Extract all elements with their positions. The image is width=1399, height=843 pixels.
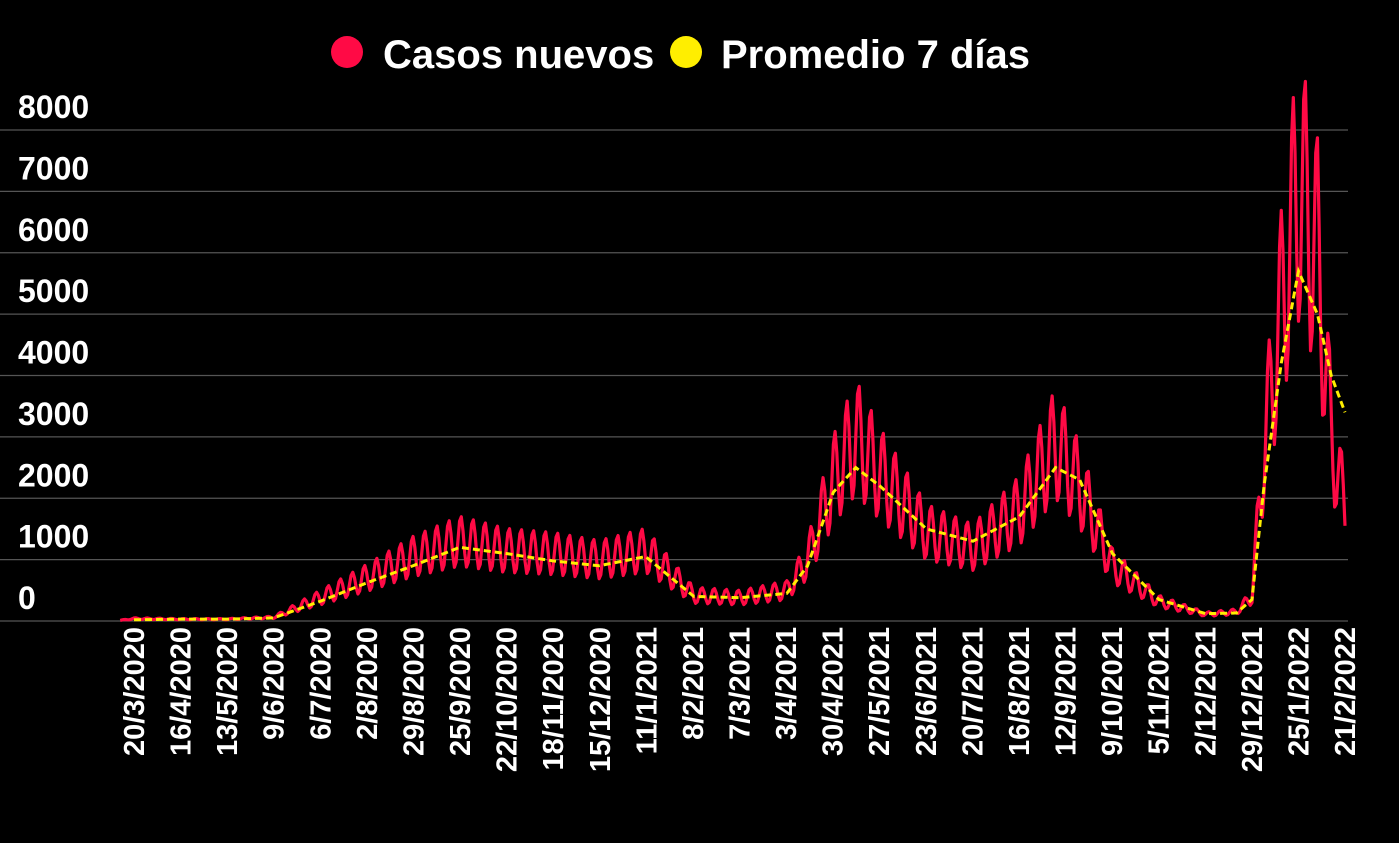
x-tick-label: 3/4/2021 (771, 627, 803, 740)
legend-label-casos-nuevos: Casos nuevos (383, 33, 654, 77)
x-tick-label: 15/12/2020 (585, 627, 617, 772)
x-tick-label: 2/12/2021 (1190, 627, 1222, 756)
x-tick-label: 11/1/2021 (631, 627, 663, 754)
x-tick-label: 29/12/2021 (1237, 627, 1269, 772)
x-tick-label: 27/5/2021 (864, 627, 896, 756)
x-tick-label: 2/8/2020 (352, 627, 384, 740)
y-tick-label: 6000 (18, 212, 89, 248)
y-tick-label: 1000 (18, 519, 89, 555)
x-tick-label: 22/10/2020 (492, 627, 524, 772)
x-tick-label: 29/8/2020 (398, 627, 430, 756)
x-tick-label: 9/10/2021 (1097, 627, 1129, 756)
x-tick-label: 20/7/2021 (957, 627, 989, 756)
y-tick-label: 5000 (18, 273, 89, 309)
x-tick-label: 30/4/2021 (818, 627, 850, 756)
y-tick-label: 3000 (18, 396, 89, 432)
plot-area (119, 79, 1347, 622)
x-tick-label: 16/4/2020 (166, 627, 198, 756)
legend-label-promedio: Promedio 7 días (721, 33, 1030, 77)
x-axis: 20/3/2020 16/4/2020 13/5/2020 9/6/2020 6/7/2… (119, 627, 1362, 772)
x-tick-label: 25/9/2020 (445, 627, 477, 756)
x-tick-label: 6/7/2020 (305, 627, 337, 740)
series-line-promedio-7-dias (133, 266, 1347, 622)
legend-marker-promedio (670, 36, 702, 68)
y-tick-label: 7000 (18, 150, 89, 186)
x-tick-label: 9/6/2020 (259, 627, 291, 740)
x-tick-label: 16/8/2021 (1004, 627, 1036, 756)
x-tick-label: 23/6/2021 (911, 627, 943, 756)
y-tick-label: 4000 (18, 335, 89, 371)
x-tick-label: 5/11/2021 (1144, 627, 1176, 754)
x-tick-label: 20/3/2020 (119, 627, 151, 756)
x-tick-label: 12/9/2021 (1051, 627, 1083, 756)
x-tick-label: 13/5/2020 (212, 627, 244, 756)
x-tick-label: 18/11/2020 (538, 627, 570, 771)
x-tick-label: 7/3/2021 (725, 627, 757, 740)
y-tick-label: 8000 (18, 89, 89, 125)
x-tick-label: 8/2/2021 (678, 627, 710, 740)
x-tick-label: 25/1/2022 (1283, 627, 1315, 756)
y-tick-label: 0 (18, 580, 36, 616)
legend-marker-casos-nuevos (331, 36, 363, 68)
x-tick-label: 21/2/2022 (1330, 627, 1362, 756)
legend: Casos nuevos Promedio 7 días (331, 33, 1030, 77)
y-tick-label: 2000 (18, 457, 89, 493)
